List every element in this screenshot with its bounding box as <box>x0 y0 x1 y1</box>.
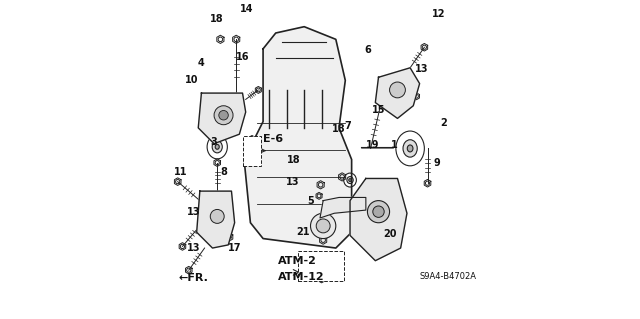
Circle shape <box>316 219 330 233</box>
Ellipse shape <box>407 145 413 152</box>
Text: 5: 5 <box>307 196 314 206</box>
Text: ATM-12: ATM-12 <box>278 271 325 281</box>
Text: 18: 18 <box>332 124 346 135</box>
Text: 21: 21 <box>296 227 309 237</box>
Ellipse shape <box>344 173 356 187</box>
Text: ATM-2: ATM-2 <box>278 256 317 266</box>
Text: 13: 13 <box>187 243 200 253</box>
FancyBboxPatch shape <box>298 251 344 281</box>
Text: 20: 20 <box>383 229 396 239</box>
Polygon shape <box>375 68 420 118</box>
Ellipse shape <box>347 177 353 183</box>
Text: 13: 13 <box>286 177 300 187</box>
Text: 7: 7 <box>344 121 351 131</box>
Text: 12: 12 <box>432 9 445 19</box>
FancyBboxPatch shape <box>243 136 262 166</box>
Ellipse shape <box>321 223 323 226</box>
Text: 17: 17 <box>228 243 241 253</box>
Text: 8: 8 <box>220 167 227 177</box>
Circle shape <box>310 213 336 239</box>
Circle shape <box>390 82 405 98</box>
Polygon shape <box>244 27 351 248</box>
Circle shape <box>373 206 384 217</box>
Text: 18: 18 <box>287 154 301 165</box>
Text: 9: 9 <box>434 158 440 168</box>
Circle shape <box>367 201 390 223</box>
Text: 6: 6 <box>364 45 371 56</box>
Polygon shape <box>320 197 366 218</box>
Ellipse shape <box>212 141 222 153</box>
Text: 13: 13 <box>187 207 200 217</box>
Ellipse shape <box>349 179 351 182</box>
Ellipse shape <box>316 217 328 231</box>
Text: 11: 11 <box>173 167 187 177</box>
Ellipse shape <box>403 140 417 157</box>
Text: 13: 13 <box>415 64 428 74</box>
Ellipse shape <box>207 135 227 159</box>
Circle shape <box>211 210 224 223</box>
Text: 10: 10 <box>185 76 198 85</box>
Text: 15: 15 <box>372 106 385 115</box>
Text: S9A4-B4702A: S9A4-B4702A <box>420 272 477 281</box>
Text: 3: 3 <box>211 137 218 147</box>
Text: ←FR.: ←FR. <box>179 273 208 283</box>
Polygon shape <box>350 178 407 261</box>
Circle shape <box>214 106 233 125</box>
Ellipse shape <box>319 221 325 228</box>
Text: 4: 4 <box>198 58 205 68</box>
Circle shape <box>219 110 228 120</box>
Ellipse shape <box>396 131 424 166</box>
Text: 19: 19 <box>366 140 380 150</box>
Text: 2: 2 <box>440 118 447 128</box>
Text: 18: 18 <box>211 14 224 24</box>
Text: 1: 1 <box>391 140 397 150</box>
Text: E-6: E-6 <box>263 134 284 144</box>
Polygon shape <box>196 191 235 248</box>
Polygon shape <box>198 93 246 144</box>
Text: 16: 16 <box>236 52 249 62</box>
Ellipse shape <box>215 145 220 149</box>
Text: 14: 14 <box>240 4 253 14</box>
